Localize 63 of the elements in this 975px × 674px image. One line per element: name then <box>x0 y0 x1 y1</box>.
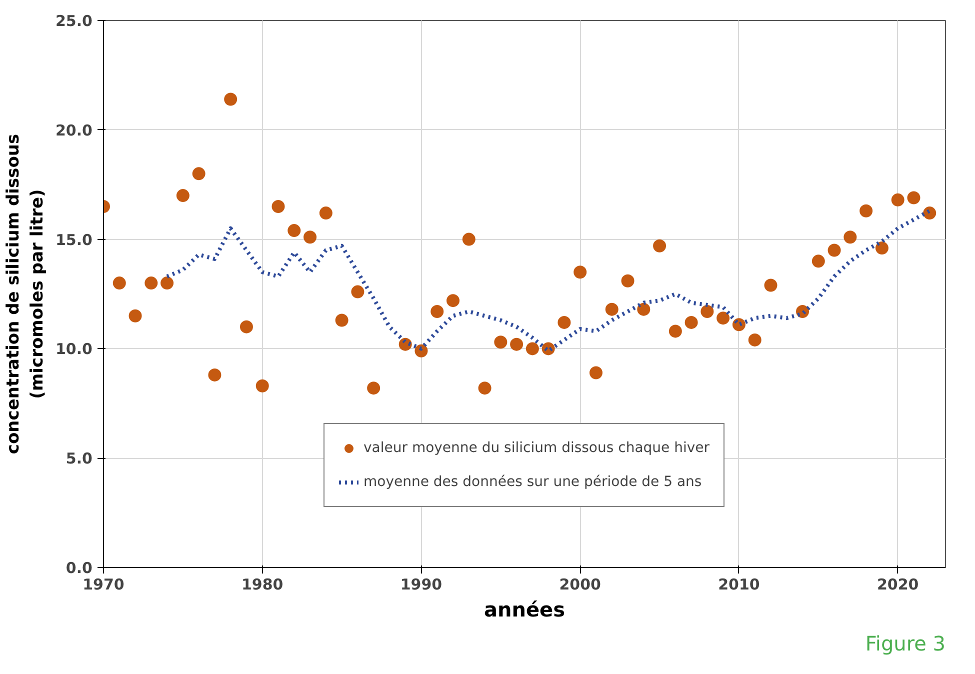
point <box>494 336 508 349</box>
point <box>684 316 698 329</box>
point <box>256 379 269 392</box>
point <box>700 305 714 318</box>
point <box>128 309 142 322</box>
x-tick-label: 2020 <box>876 576 919 594</box>
point <box>637 302 650 316</box>
point <box>351 285 364 298</box>
point <box>160 276 174 290</box>
point <box>891 193 904 206</box>
point <box>224 92 238 106</box>
point <box>240 320 253 334</box>
point <box>176 189 190 202</box>
x-tick-label: 1980 <box>241 576 284 594</box>
point <box>621 274 634 288</box>
point <box>668 324 682 338</box>
y-tick-label: 20.0 <box>55 121 93 140</box>
legend-label: valeur moyenne du silicium dissous chaque hiver <box>363 440 710 456</box>
point <box>367 382 380 395</box>
point <box>653 239 666 252</box>
x-tick-label: 1990 <box>400 576 442 594</box>
point <box>860 204 873 218</box>
point <box>272 200 285 213</box>
point <box>907 191 920 204</box>
x-tick-label: 2010 <box>718 576 760 594</box>
point <box>828 244 841 257</box>
point <box>478 382 492 395</box>
point <box>923 206 936 220</box>
point <box>812 254 825 268</box>
y-tick-label: 25.0 <box>55 12 93 30</box>
point <box>144 276 158 290</box>
point <box>192 167 206 180</box>
point <box>844 230 857 244</box>
point <box>112 276 126 290</box>
legend-label: moyenne des données sur une période de 5 ans <box>363 474 702 490</box>
y-axis-title: concentration de silicium dissous (micromoles par litre) <box>3 134 48 454</box>
y-tick-label: 15.0 <box>55 230 93 249</box>
x-tick-label: 2000 <box>559 576 601 594</box>
point <box>430 305 444 318</box>
point <box>574 266 587 279</box>
point <box>558 316 571 329</box>
x-axis-title: années <box>484 598 566 622</box>
point <box>319 206 332 220</box>
point <box>446 294 460 308</box>
point <box>414 344 428 358</box>
point <box>462 232 476 246</box>
point <box>208 368 222 382</box>
point <box>304 230 317 244</box>
point <box>288 224 301 238</box>
point <box>875 242 888 255</box>
point <box>335 314 348 327</box>
y-tick-label: 10.0 <box>55 340 93 358</box>
point <box>510 338 524 351</box>
y-tick-label: 0.0 <box>66 559 93 577</box>
point <box>764 278 778 292</box>
point <box>589 366 602 380</box>
x-tick-label: 1970 <box>82 576 124 594</box>
point <box>605 302 618 316</box>
y-tick-label: 5.0 <box>66 450 93 468</box>
caption: Figure 3 <box>865 632 946 656</box>
point <box>748 333 762 346</box>
point <box>716 312 730 325</box>
point <box>526 342 539 356</box>
